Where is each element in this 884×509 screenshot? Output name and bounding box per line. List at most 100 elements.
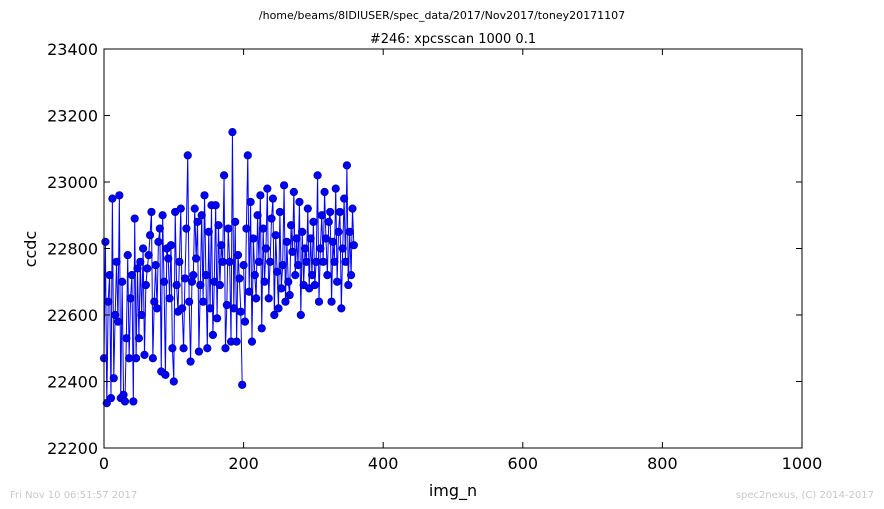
footer-credit: spec2nexus, (C) 2014-2017	[736, 490, 874, 501]
x-tick-label: 800	[647, 454, 678, 473]
data-point	[176, 204, 185, 213]
data-point	[228, 128, 237, 137]
data-point	[341, 257, 350, 266]
data-point	[229, 304, 238, 313]
data-point	[275, 207, 285, 217]
data-point	[144, 251, 153, 260]
data-point	[137, 310, 146, 320]
x-tick-label: 200	[228, 454, 259, 473]
data-point	[278, 261, 287, 270]
data-point	[320, 187, 329, 197]
data-point	[141, 280, 150, 290]
data-point	[231, 217, 240, 226]
data-point	[267, 214, 276, 223]
data-point	[190, 204, 199, 213]
data-point	[186, 357, 195, 366]
data-point	[125, 354, 134, 363]
data-point	[274, 304, 283, 313]
data-point	[204, 227, 213, 236]
data-point	[238, 380, 247, 389]
data-point	[291, 271, 300, 280]
data-point	[129, 397, 138, 406]
data-point	[206, 304, 215, 313]
data-point	[168, 344, 177, 353]
data-point	[201, 271, 211, 280]
data-point	[263, 184, 272, 193]
data-point	[214, 221, 223, 230]
data-point	[105, 271, 114, 280]
y-tick-label: 22600	[47, 306, 98, 325]
data-point	[307, 271, 317, 280]
chart-title: #246: xpcsscan 1000 0.1	[370, 32, 536, 47]
data-point	[310, 280, 319, 290]
data-point	[127, 271, 137, 280]
data-point	[286, 221, 296, 230]
data-point	[312, 257, 321, 266]
data-point	[118, 277, 127, 286]
data-point	[148, 354, 157, 363]
data-point	[161, 370, 170, 379]
data-point	[338, 244, 347, 253]
data-point	[326, 207, 335, 217]
y-tick-label: 22400	[47, 373, 98, 392]
data-point	[200, 191, 209, 200]
data-point	[132, 354, 141, 363]
data-point	[284, 277, 293, 286]
ticks: 0 200 400 600 800 1000 22200 22400 22600 22800 230…	[47, 40, 822, 473]
data-point	[126, 294, 135, 303]
data-point	[134, 334, 143, 343]
data-point	[293, 261, 303, 270]
y-tick-label: 23200	[47, 107, 98, 126]
data-point	[172, 280, 181, 290]
data-point	[221, 344, 230, 353]
data-point	[136, 257, 145, 266]
data-point	[113, 317, 123, 326]
data-point	[257, 324, 266, 333]
data-point	[324, 217, 333, 226]
data-point	[333, 277, 342, 286]
data-point	[233, 251, 243, 260]
data-point	[250, 271, 259, 280]
x-tick-label: 600	[508, 454, 539, 473]
data-point	[242, 224, 251, 233]
data-point	[236, 307, 245, 316]
data-point	[232, 337, 241, 346]
data-point	[194, 347, 204, 356]
data-point	[154, 237, 163, 246]
data-point	[313, 171, 322, 180]
data-point	[260, 277, 269, 286]
data-point	[279, 181, 289, 190]
data-point	[115, 191, 124, 200]
data-point	[152, 304, 162, 313]
data-point	[295, 197, 304, 207]
data-point	[334, 227, 343, 236]
data-point	[289, 187, 298, 197]
data-point	[211, 201, 220, 210]
data-point	[317, 211, 326, 220]
data-point	[159, 277, 169, 286]
data-point	[346, 271, 356, 280]
data-point	[208, 330, 217, 340]
data-point	[240, 317, 250, 326]
data-point	[164, 254, 173, 263]
data-point	[316, 244, 325, 253]
data-point	[120, 397, 130, 406]
data-point	[261, 244, 271, 253]
data-point	[243, 151, 252, 160]
data-point	[179, 344, 188, 353]
data-point	[342, 161, 352, 170]
data-point	[140, 350, 149, 360]
data-point	[151, 261, 160, 270]
data-point	[212, 314, 222, 323]
data-point	[143, 264, 152, 273]
data-point	[268, 194, 278, 203]
plot-area	[99, 128, 358, 408]
data-point	[147, 207, 156, 217]
data-point	[271, 231, 280, 240]
data-point	[155, 224, 164, 233]
data-point	[281, 297, 290, 306]
data-point	[106, 394, 116, 403]
data-point	[302, 257, 311, 266]
data-point	[199, 297, 208, 306]
data-point	[175, 257, 184, 266]
